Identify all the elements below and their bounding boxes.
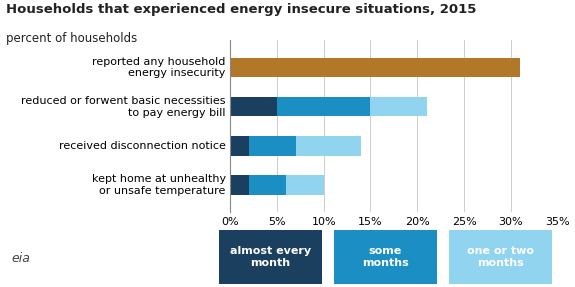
Bar [230,97,277,117]
Text: some
months: some months [362,246,409,268]
Text: eia: eia [12,252,30,265]
Bar [230,58,520,77]
Text: Households that experienced energy insecure situations, 2015: Households that experienced energy insec… [6,3,476,16]
Text: percent of households: percent of households [6,32,137,44]
Bar [249,175,286,195]
Bar [296,136,361,156]
Bar [286,175,324,195]
Bar [230,136,249,156]
Text: one or two
months: one or two months [467,246,534,268]
Bar [230,175,249,195]
Bar [277,97,370,117]
Bar [370,97,427,117]
Text: almost every
month: almost every month [229,246,311,268]
Bar [249,136,296,156]
